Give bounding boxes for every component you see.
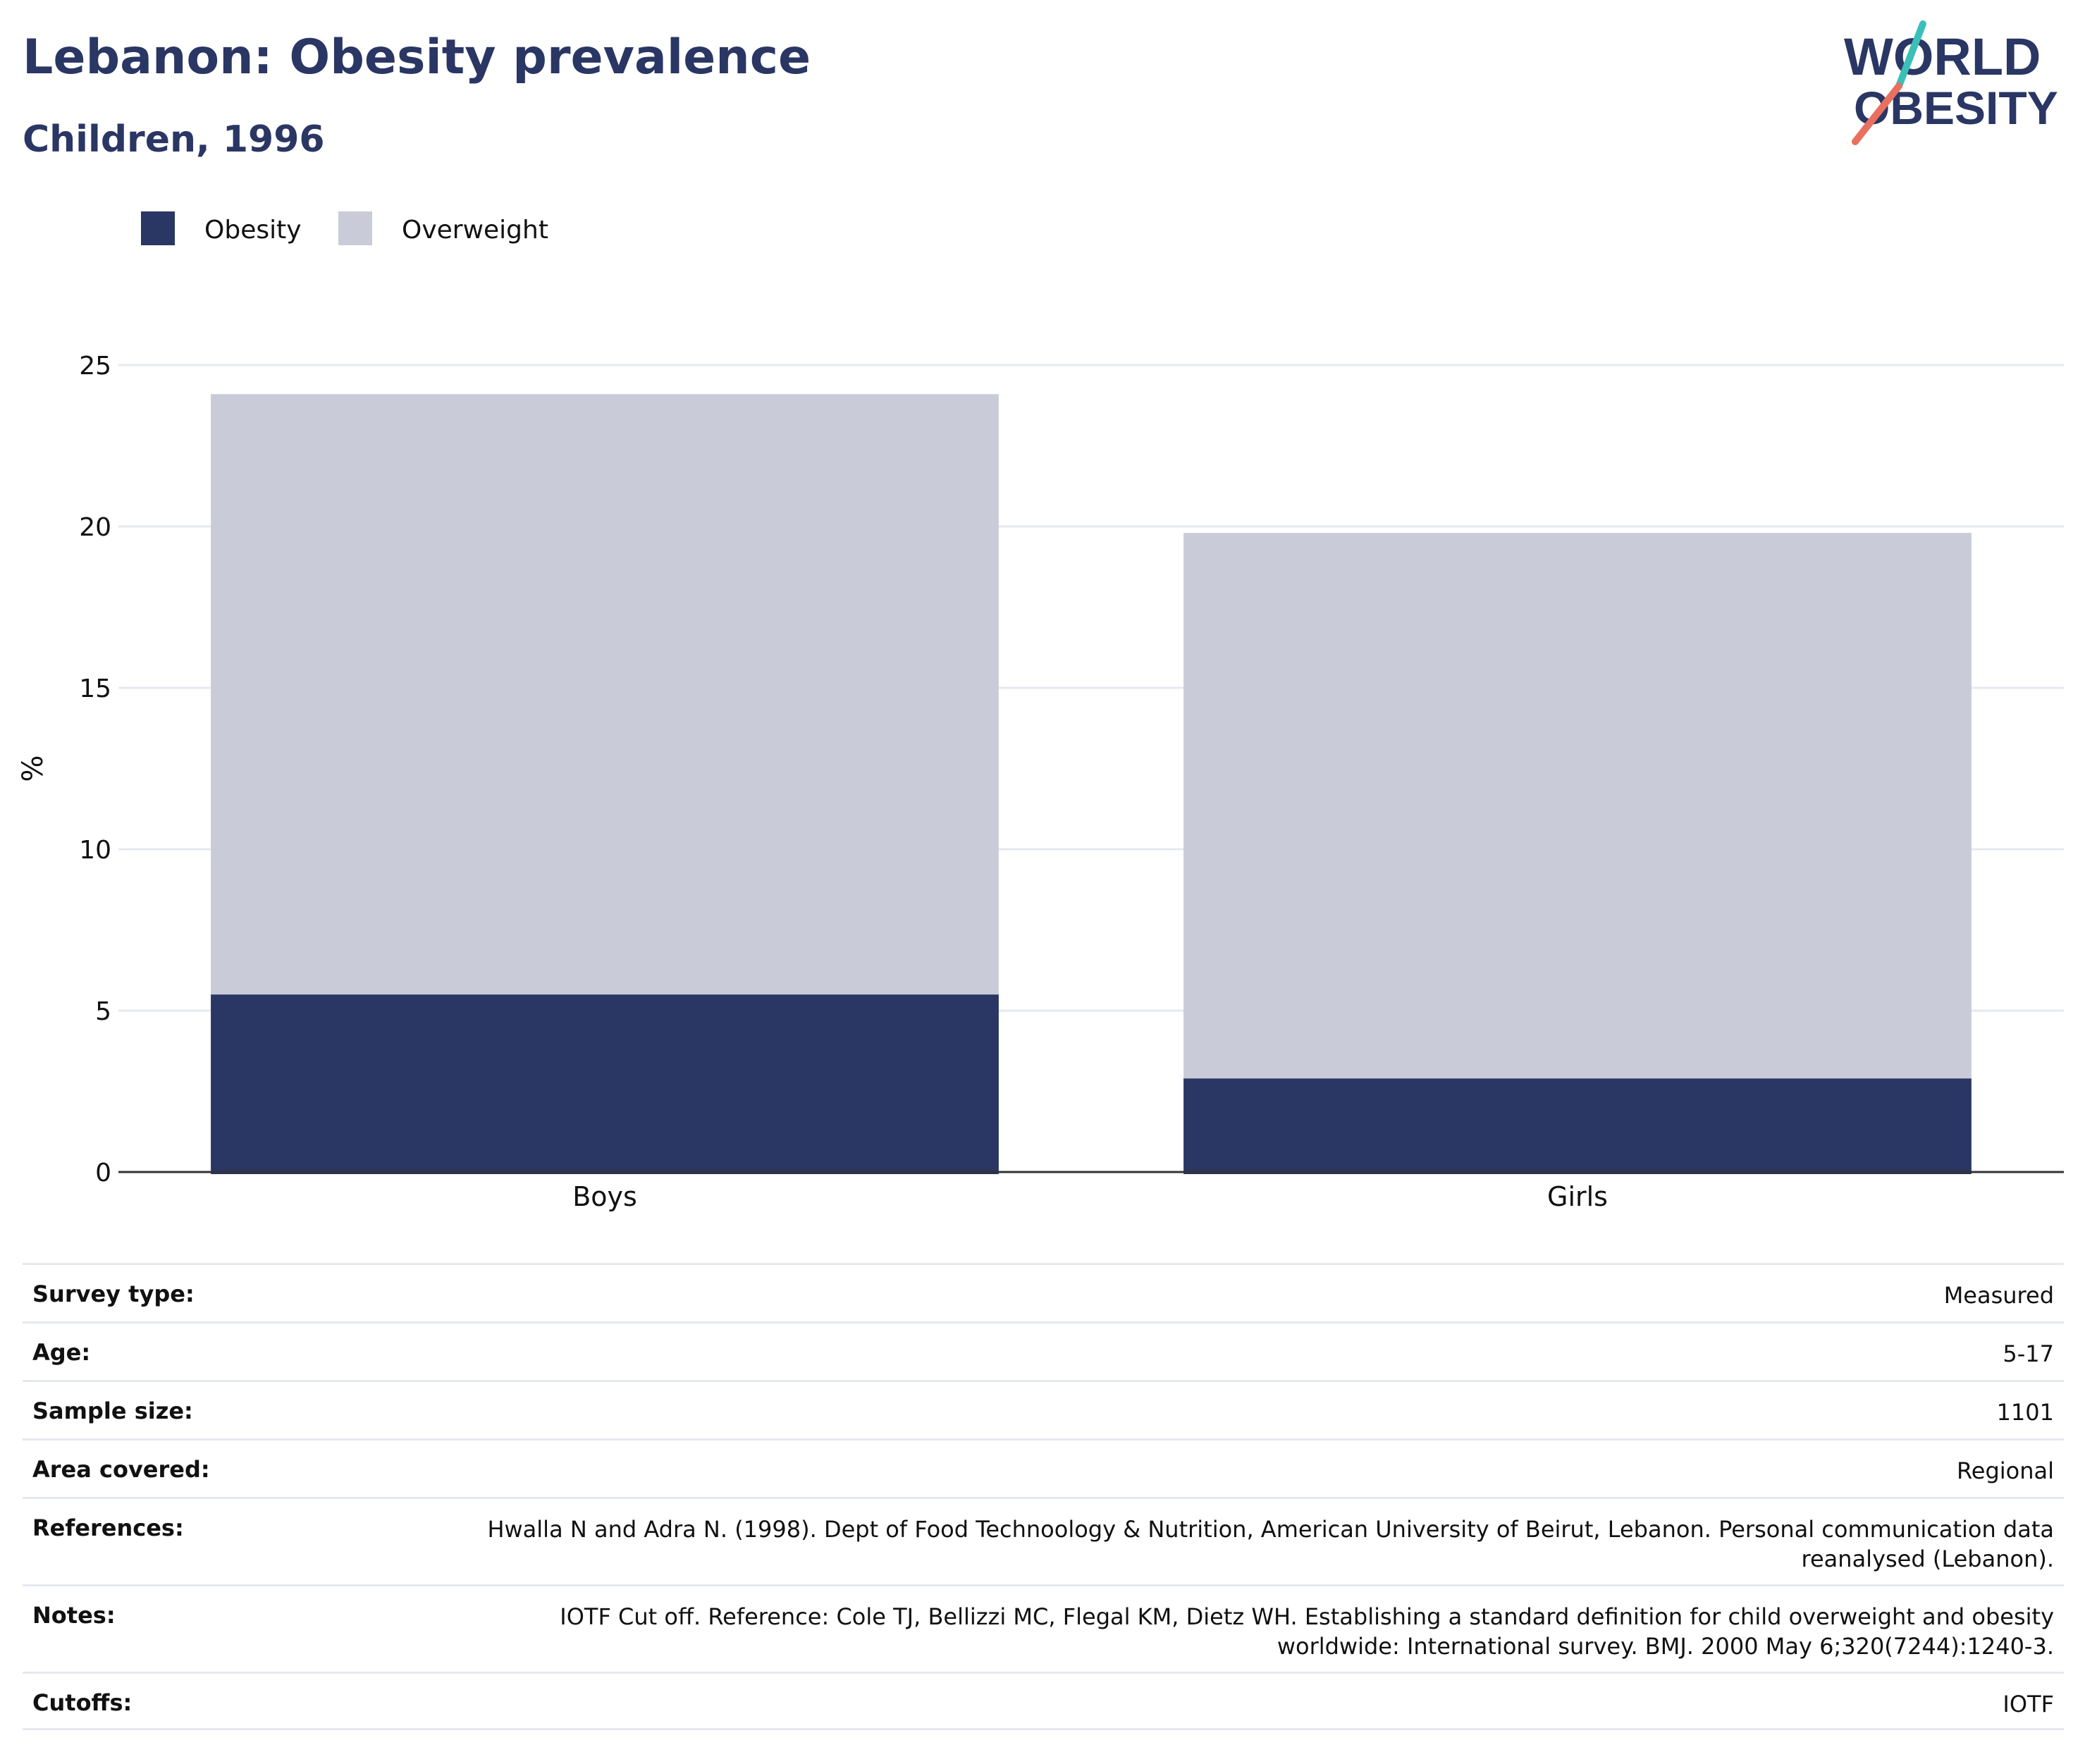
legend-swatch-overweight (338, 211, 372, 245)
bar-girls-obesity (1183, 1078, 1972, 1174)
chart-legend: Obesity Overweight (141, 211, 548, 245)
survey-info-table: Survey type: Measured Age: 5-17 Sample size:… (23, 1263, 2064, 1730)
info-value: Hwalla N and Adra N. (1998). Dept of Foo… (487, 1516, 2054, 1572)
info-value: Measured (1943, 1282, 2054, 1309)
page-subtitle: Children, 1996 (23, 118, 325, 161)
world-obesity-logo: WORLD OBESITY (1844, 20, 2058, 145)
info-row-age: Age: 5-17 (23, 1321, 2064, 1380)
y-tick-label: 10 (79, 836, 111, 865)
info-row-survey-type: Survey type: Measured (23, 1263, 2064, 1321)
info-row-references: References: Hwalla N and Adra N. (1998). … (23, 1497, 2064, 1584)
info-value: 5-17 (2003, 1340, 2054, 1367)
logo-word-world: WORLD (1844, 27, 2041, 86)
x-tick-label: Boys (572, 1181, 637, 1212)
y-tick-label: 25 (79, 352, 111, 381)
info-label: Notes: (32, 1602, 116, 1629)
info-row-sample-size: Sample size: 1101 (23, 1380, 2064, 1438)
info-row-cutoffs: Cutoffs: IOTF (23, 1672, 2064, 1730)
info-value: Regional (1956, 1457, 2054, 1484)
x-tick-label: Girls (1547, 1181, 1608, 1212)
info-value: IOTF Cut off. Reference: Cole TJ, Belliz… (560, 1603, 2054, 1660)
bars (211, 394, 1972, 1174)
page-title: Lebanon: Obesity prevalence (23, 30, 811, 85)
info-row-area-covered: Area covered: Regional (23, 1438, 2064, 1497)
legend-swatch-obesity (141, 211, 175, 245)
legend-label-obesity: Obesity (204, 216, 302, 245)
info-label: Age: (32, 1339, 91, 1366)
y-axis-label: % (17, 755, 49, 782)
logo-slash-bottom (1852, 82, 1902, 145)
y-tick-label: 5 (95, 997, 111, 1026)
info-label: References: (32, 1515, 184, 1541)
y-tick-label: 20 (79, 513, 111, 542)
info-label: Sample size: (32, 1398, 193, 1424)
stacked-bar-chart: Obesity Overweight 0 5 10 15 20 25% Boys Girls (17, 211, 2064, 1212)
y-tick-label: 0 (95, 1159, 111, 1188)
info-label: Area covered: (32, 1456, 210, 1483)
bar-girls-overweight (1183, 533, 1972, 1079)
bar-boys-overweight (211, 394, 999, 995)
y-tick-label: 15 (79, 674, 111, 703)
info-value: 1101 (1996, 1399, 2054, 1426)
axes: 0 5 10 15 20 25% Boys Girls (17, 352, 2064, 1212)
legend-label-overweight: Overweight (402, 216, 548, 245)
info-value: IOTF (2003, 1691, 2054, 1717)
bar-boys-obesity (211, 994, 999, 1174)
info-label: Survey type: (32, 1281, 195, 1307)
info-label: Cutoffs: (32, 1689, 133, 1716)
info-row-notes: Notes: IOTF Cut off. Reference: Cole TJ, … (23, 1584, 2064, 1672)
logo-word-obesity: OBESITY (1854, 82, 2058, 134)
logo-slash-top (1895, 20, 1926, 90)
